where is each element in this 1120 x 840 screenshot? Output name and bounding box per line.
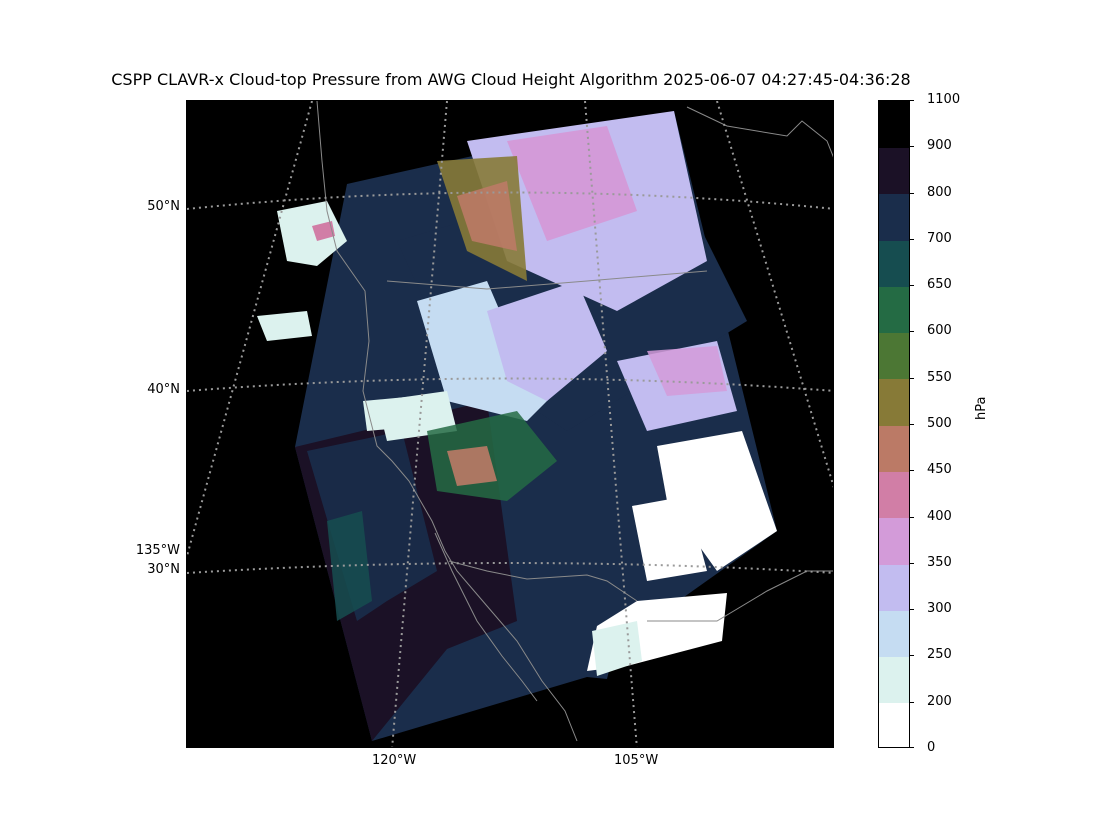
colorbar-bin-400-450 (879, 471, 909, 519)
colorbar-tick-label: 700 (927, 230, 952, 246)
lat-label-30n: 30°N (147, 562, 180, 577)
cloud-region-brown-north (457, 181, 517, 251)
lat-line-30n (187, 562, 833, 574)
colorbar-tick-label: 550 (927, 369, 952, 385)
map-canvas (187, 101, 833, 747)
colorbar-bin-500-550 (879, 378, 909, 426)
colorbar-bin-900-1100 (879, 101, 909, 148)
colorbar-tick-mark (910, 655, 914, 657)
satellite-swath (295, 111, 777, 741)
colorbar-tick-label: 650 (927, 277, 952, 293)
lat-label-50n: 50°N (147, 199, 180, 214)
colorbar-tick-mark (910, 609, 914, 611)
graticule (187, 101, 833, 747)
colorbar-tick-label: 350 (927, 554, 952, 570)
lon-label-120w: 120°W (372, 753, 417, 768)
lon-label-105w: 105°W (614, 753, 659, 768)
coastlines (316, 101, 833, 742)
cloud-patch-coastal (363, 396, 422, 431)
colorbar-bin-600-650 (879, 286, 909, 334)
us-canada-border (386, 270, 708, 290)
lat-line-40n (187, 377, 833, 392)
colorbar-tick-label: 800 (927, 184, 952, 200)
colorbar-tick-mark (910, 146, 914, 148)
colorbar-tick-label: 500 (927, 416, 952, 431)
colorbar-tick-mark (910, 100, 914, 101)
colorbar-tick-label: 900 (927, 138, 952, 154)
us-mexico-border (448, 560, 638, 602)
lon-label-135w: 135°W (135, 543, 180, 558)
colorbar-tick-mark (910, 424, 914, 425)
colorbar-tick-mark (910, 285, 914, 287)
lon-line-120w (391, 101, 448, 747)
map-panel[interactable] (186, 100, 834, 748)
colorbar-bin-650-700 (879, 239, 909, 287)
colorbar-tick-label: 300 (927, 601, 952, 617)
colorbar-tick-mark (910, 701, 914, 703)
cloud-patch-west (257, 311, 312, 341)
colorbar-tick-mark (910, 192, 914, 194)
cloud-region-brown-center (447, 446, 497, 486)
colorbar (878, 100, 910, 748)
colorbar-bin-200-250 (879, 656, 909, 704)
cloud-region-pale-south (592, 621, 642, 676)
colorbar-tick-mark (910, 747, 914, 748)
colorbar-tick-label: 600 (927, 323, 952, 339)
colorbar-tick-mark (910, 331, 914, 333)
colorbar-tick-mark (910, 562, 914, 564)
lat-label-40n: 40°N (147, 382, 180, 397)
colorbar-bin-700-800 (879, 193, 909, 241)
cloud-region-mid-west (307, 431, 437, 621)
colorbar-tick-mark (910, 516, 914, 518)
colorbar-tick-mark (910, 238, 914, 240)
colorbar-tick-mark (910, 377, 914, 379)
lon-line-90w (716, 101, 833, 488)
pacific-coastline (316, 101, 578, 742)
cloud-region-white-east (657, 431, 777, 571)
lat-line-50n (187, 191, 833, 210)
colorbar-bin-300-350 (879, 563, 909, 611)
lon-line-135w (187, 101, 313, 557)
colorbar-tick-label: 200 (927, 693, 952, 709)
cloud-region-lavender-center (487, 281, 607, 401)
cloud-region-white-southeast (632, 496, 707, 581)
colorbar-label: hPa (974, 396, 989, 420)
cloud-region-pink-east (647, 346, 727, 396)
cloud-region-very-high-north (507, 126, 637, 241)
colorbar-bin-450-500 (879, 425, 909, 472)
colorbar-tick-label: 250 (927, 647, 952, 663)
colorbar-tick-mark (910, 470, 914, 472)
baja-coastline (434, 532, 538, 702)
colorbar-bin-350-400 (879, 517, 909, 565)
colorbar-tick-label: 0 (927, 740, 936, 755)
colorbar-bin-550-600 (879, 332, 909, 380)
map-title: CSPP CLAVR-x Cloud-top Pressure from AWG… (111, 70, 911, 89)
gulf-coastline (647, 570, 833, 622)
colorbar-bin-250-300 (879, 610, 909, 658)
northern-coastline (686, 106, 833, 158)
colorbar-tick-label: 400 (927, 508, 952, 524)
offshore-clouds (257, 201, 422, 431)
colorbar-bin-800-900 (879, 147, 909, 195)
colorbar-tick-label: 450 (927, 462, 952, 478)
lon-line-105w (584, 101, 638, 747)
colorbar-bin-0-200 (879, 702, 909, 747)
cloud-patch-northwest (277, 201, 347, 266)
cloud-patch-pink-northwest (312, 221, 335, 241)
colorbar-tick-label: 1100 (927, 92, 961, 107)
